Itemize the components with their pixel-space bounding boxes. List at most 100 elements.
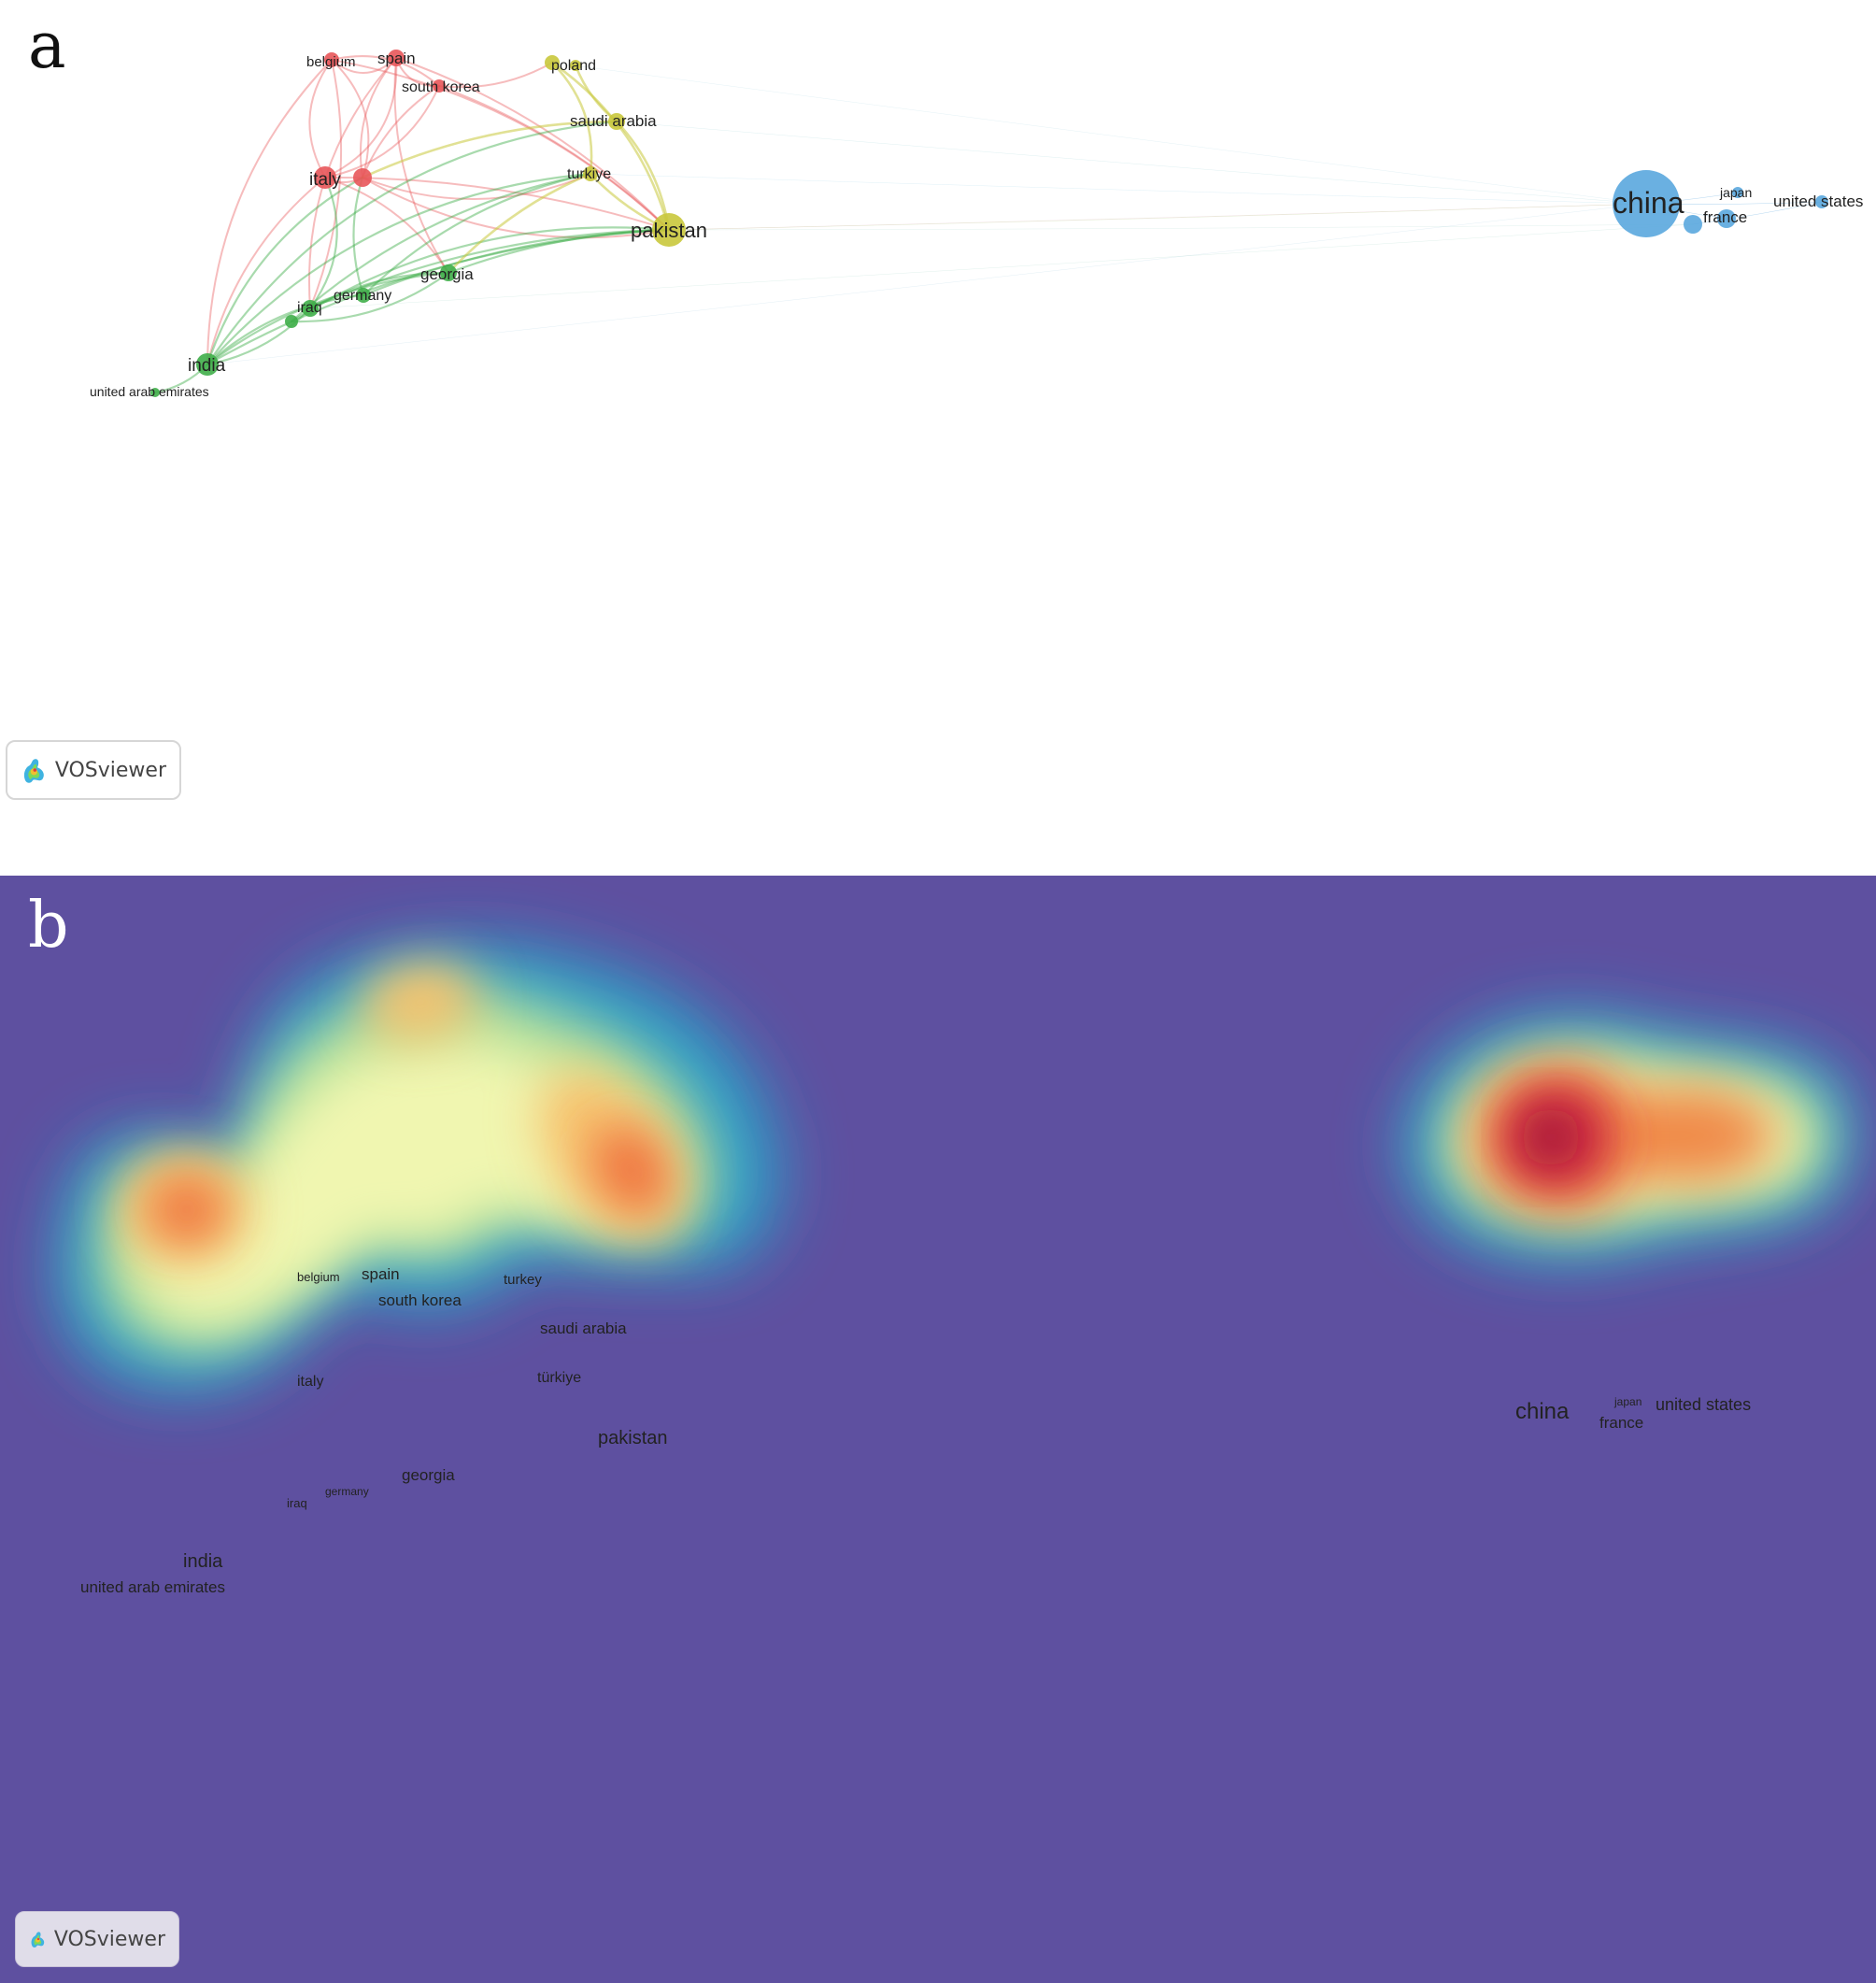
density-label-belgium: belgium [297, 1270, 340, 1284]
network-links [153, 55, 1823, 394]
network-link [362, 85, 440, 178]
density-label-iraq: iraq [287, 1496, 307, 1510]
network-link [206, 307, 312, 366]
network-link [290, 226, 671, 323]
network-link [308, 271, 450, 310]
network-link [324, 176, 670, 231]
density-map: belgium spain south korea turkey saudi arabi… [54, 942, 1855, 1596]
network-link [590, 173, 1647, 205]
network-link [438, 62, 553, 89]
vosviewer-label: VOSviewer [54, 758, 166, 782]
node-iraq [302, 300, 319, 317]
node-turkiye [583, 166, 598, 181]
node-south-korea [433, 79, 446, 93]
network-link [206, 177, 326, 365]
density-label-pakistan: pakistan [598, 1428, 668, 1448]
node-label-saudi-arabia: saudi arabia [570, 112, 657, 130]
network-link [206, 172, 592, 366]
network-link [308, 59, 333, 178]
vosviewer-label: VOSviewer [53, 1927, 165, 1951]
vosviewer-logo-icon [31, 1932, 45, 1947]
network-link [551, 62, 1647, 205]
network-link [206, 59, 333, 365]
density-label-india: india [183, 1551, 223, 1572]
network-link [324, 57, 398, 178]
node-label-united-states: united states [1773, 193, 1863, 210]
network-link [361, 120, 618, 179]
vosviewer-badge-b: VOSviewer [15, 1911, 179, 1967]
node-label-georgia: georgia [420, 265, 474, 283]
node-japan [1732, 187, 1743, 198]
network-link [359, 57, 397, 178]
density-label-japan: japan [1613, 1395, 1642, 1408]
node-label-italy: italy [309, 170, 341, 190]
network-link [352, 176, 365, 297]
network-link [668, 203, 1647, 231]
network-link [362, 177, 670, 239]
node-france [1717, 209, 1736, 228]
network-link [290, 172, 592, 323]
node-label-belgium: belgium [306, 54, 356, 70]
density-visualization-panel: belgium spain south korea turkey saudi arabi… [0, 876, 1876, 1983]
network-link [331, 59, 670, 231]
network-link [324, 85, 440, 178]
density-label-turkiye: türkiye [537, 1370, 581, 1386]
node-label-south-korea: south korea [402, 79, 480, 95]
panel-letter-b: b [28, 889, 69, 963]
network-link [447, 172, 592, 275]
network-link [308, 176, 338, 310]
network-link [668, 223, 1694, 231]
node-belgium [324, 52, 339, 67]
network-link [362, 173, 591, 201]
node-label-france: france [1703, 208, 1747, 226]
network-link [438, 85, 670, 231]
density-label-south-korea: south korea [378, 1291, 462, 1309]
node-united-states [1815, 195, 1828, 208]
network-link [206, 176, 364, 366]
density-label-germany: germany [325, 1485, 369, 1498]
network-link [362, 228, 671, 297]
density-label-saudi-arabia: saudi arabia [540, 1320, 627, 1337]
network-link [290, 271, 450, 323]
network-link [206, 228, 671, 366]
vosviewer-logo-icon [23, 759, 44, 783]
network-link [309, 223, 1694, 309]
node-pakistan [652, 213, 686, 247]
network-link [308, 228, 671, 310]
node-saudi-arabia [608, 113, 625, 130]
density-label-china: china [1515, 1399, 1570, 1424]
network-link [362, 172, 592, 297]
density-label-georgia: georgia [402, 1466, 455, 1484]
node-georgia [440, 264, 457, 281]
node-label-poland: poland [551, 58, 596, 74]
node-spain [388, 50, 405, 66]
network-visualization-panel: a belgium spain south korea italy poland saud… [0, 0, 1876, 876]
node-label-spain: spain [377, 50, 416, 67]
node-uae [150, 388, 160, 397]
node-poland [545, 55, 560, 70]
vosviewer-badge-a: VOSviewer [6, 740, 181, 800]
node-china [1613, 170, 1680, 237]
network-nodes [150, 50, 1828, 397]
node-poland2-secondary [570, 60, 581, 71]
network-link [309, 59, 343, 309]
density-label-united-states: united states [1656, 1395, 1751, 1414]
node-germany [356, 288, 371, 303]
density-cluster-east [1401, 1013, 1855, 1262]
network-link [1692, 201, 1823, 225]
network-map: belgium spain south korea italy poland saudi … [90, 50, 1863, 399]
density-label-spain: spain [362, 1265, 400, 1283]
node-label-china: china [1613, 186, 1684, 220]
network-link [550, 61, 671, 232]
density-label-france: france [1599, 1414, 1643, 1432]
node-india [196, 353, 219, 376]
node-label-india: india [188, 356, 226, 376]
network-link [447, 228, 671, 275]
density-label-italy: italy [297, 1374, 323, 1390]
network-link [393, 57, 449, 274]
network-link [324, 177, 449, 274]
node-iraq2-secondary [285, 315, 298, 328]
network-link [550, 61, 593, 176]
panel-letter-a: a [28, 9, 66, 83]
node-label-pakistan: pakistan [631, 219, 707, 242]
